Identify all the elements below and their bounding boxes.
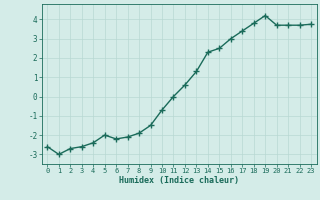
X-axis label: Humidex (Indice chaleur): Humidex (Indice chaleur) (119, 176, 239, 185)
